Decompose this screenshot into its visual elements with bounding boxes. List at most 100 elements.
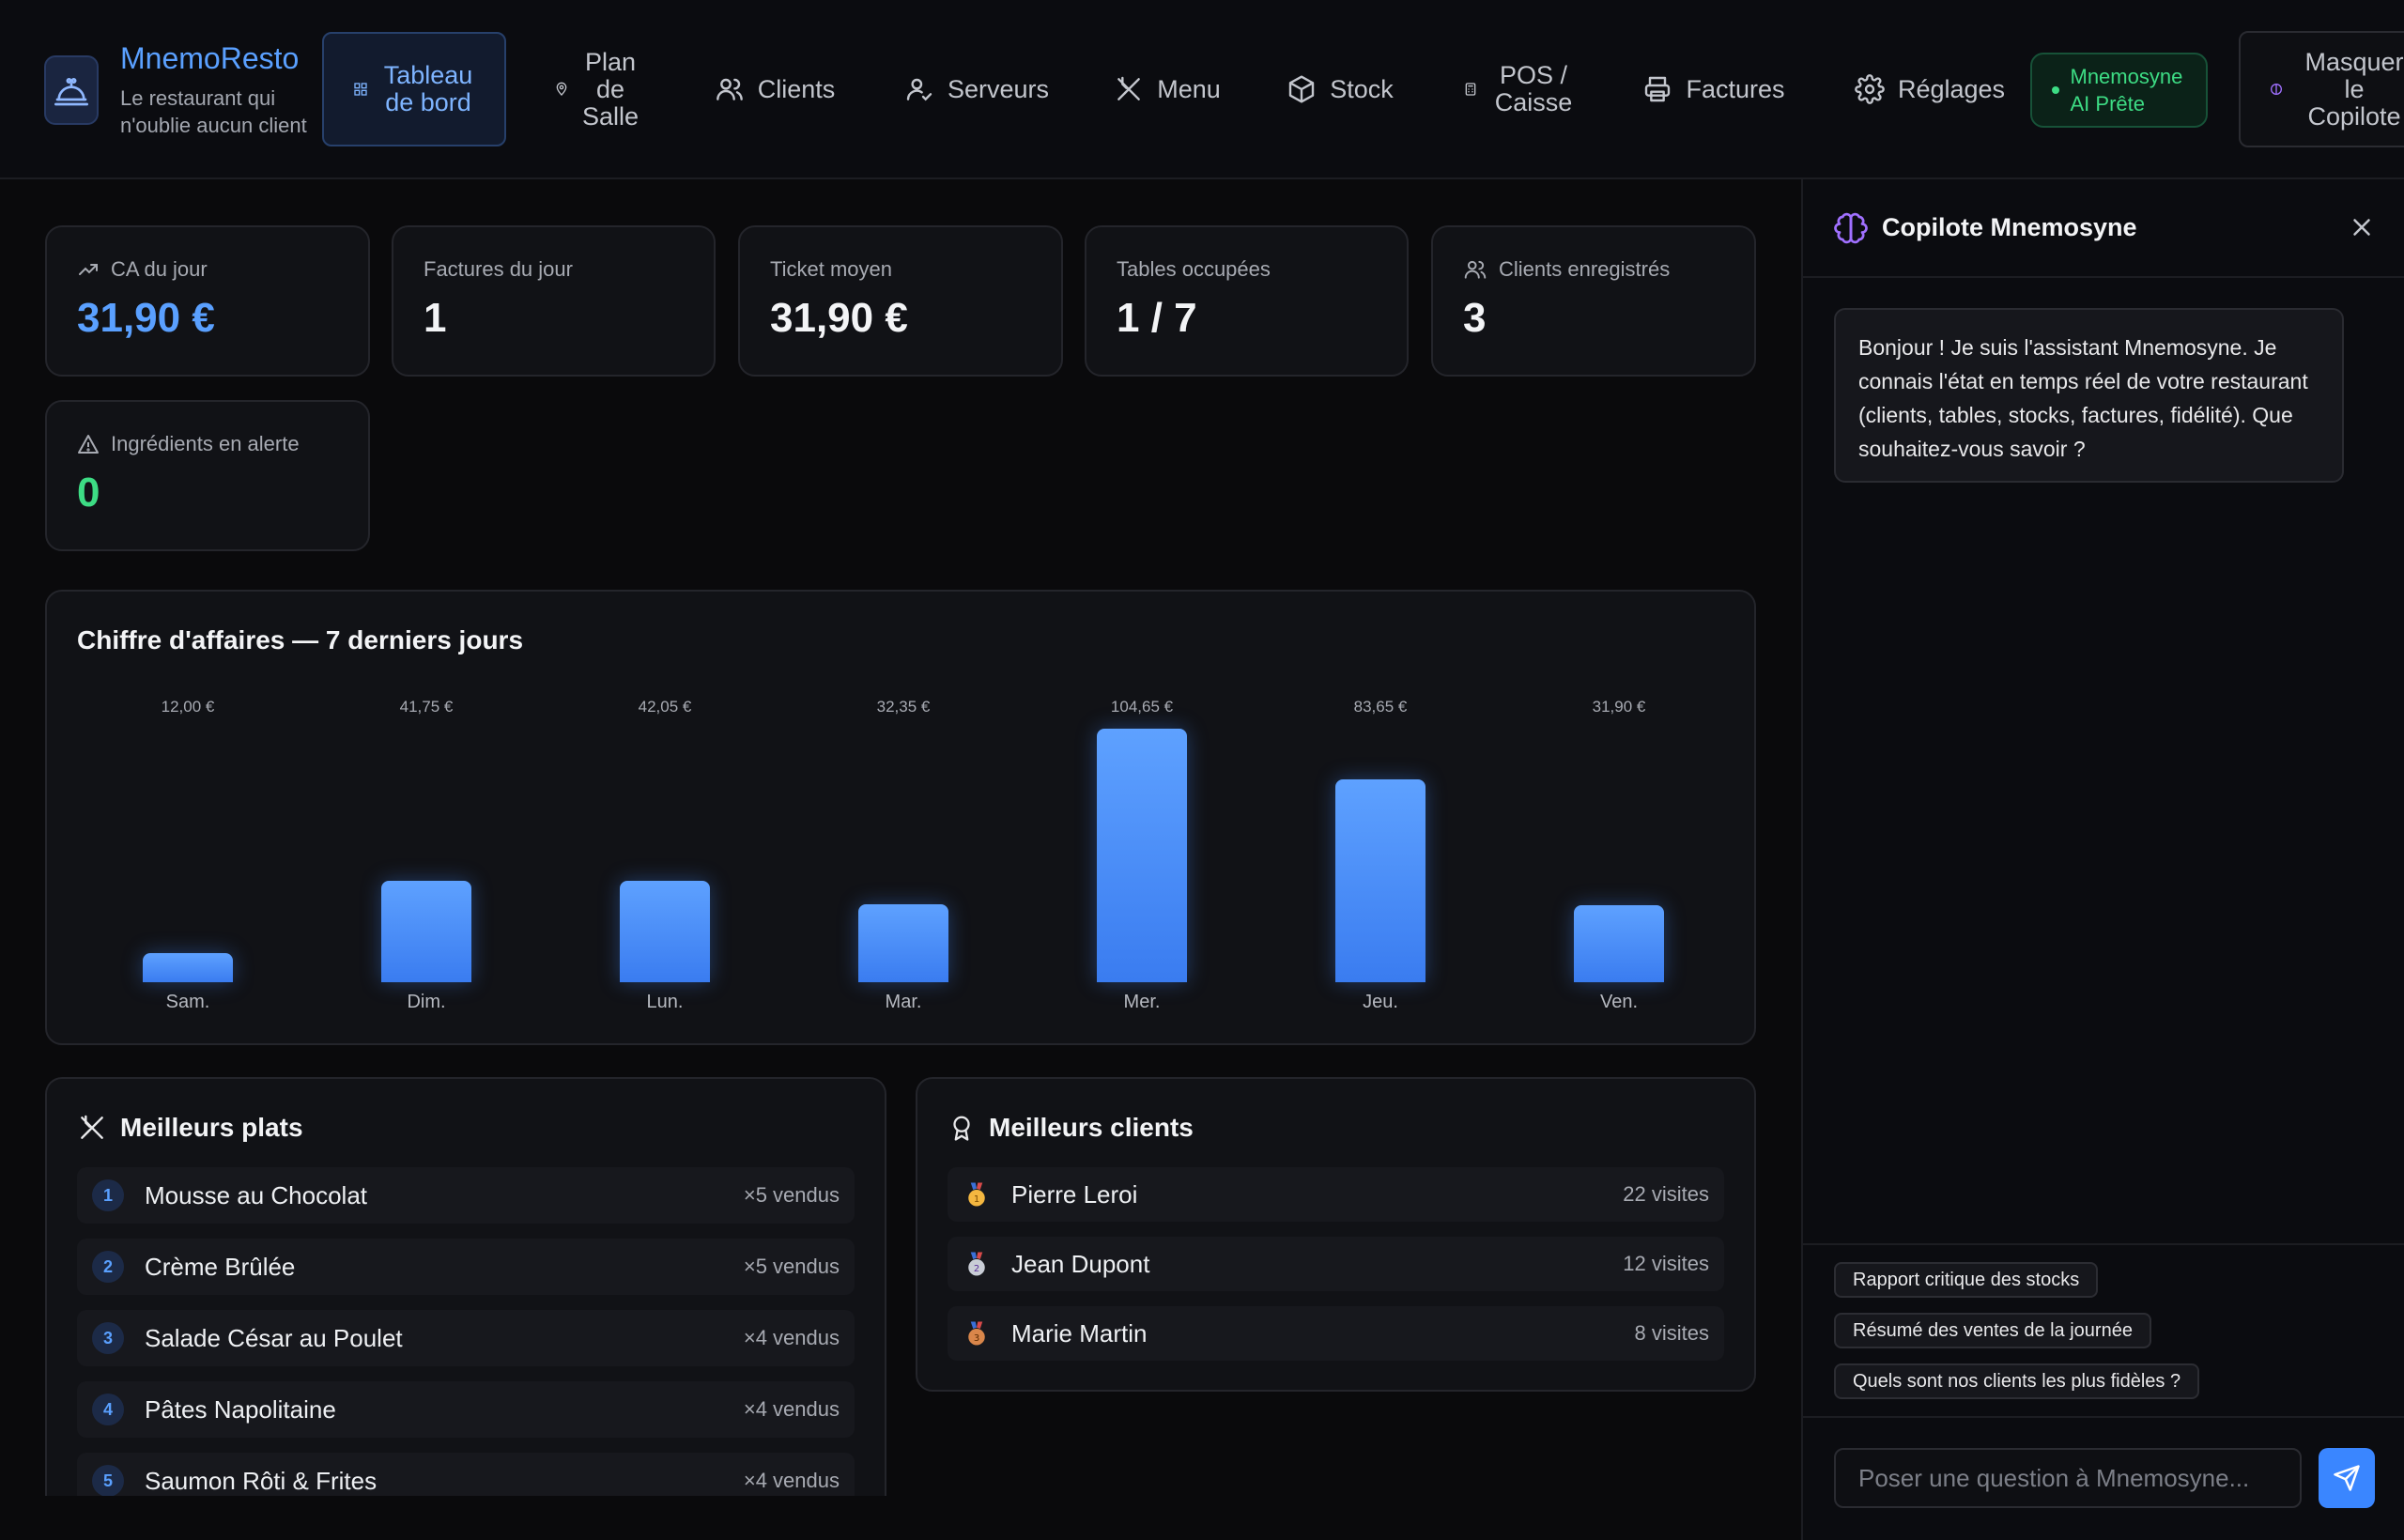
nav-label: Réglages <box>1897 74 2006 103</box>
chart-title: Chiffre d'affaires — 7 derniers jours <box>77 625 524 654</box>
rank-badge: 5 <box>92 1465 124 1496</box>
silver-medal-icon: 2 <box>968 1252 985 1276</box>
dish-row[interactable]: 1 Mousse au Chocolat ×5 vendus <box>77 1167 855 1224</box>
trending-up-icon <box>79 264 98 275</box>
stat-label-wrap: Ingrédients en alerte <box>77 432 300 456</box>
send-button[interactable] <box>2319 1448 2375 1508</box>
nav-label: Serveurs <box>947 74 1050 103</box>
stat-card-factures: Factures du jour 1 <box>392 225 716 377</box>
stat-label-wrap: Clients enregistrés <box>1463 257 1670 282</box>
stat-label-wrap: CA du jour <box>77 257 208 282</box>
nav-plan-de-salle[interactable]: Plan de Salle <box>535 32 657 146</box>
alert-triangle-icon <box>78 435 99 454</box>
gold-medal-icon: 1 <box>968 1182 985 1207</box>
grid-icon <box>354 83 367 96</box>
bar-category-label: Ven. <box>1599 992 1639 1012</box>
dish-sold: ×4 vendus <box>743 1397 840 1421</box>
chart-bar[interactable] <box>381 881 471 982</box>
dish-name: Salade César au Poulet <box>145 1323 403 1352</box>
rank-badge: 1 <box>92 1179 124 1211</box>
nav-menu[interactable]: Menu <box>1108 32 1226 146</box>
dish-sold: ×5 vendus <box>743 1183 840 1207</box>
suggestion-chip[interactable]: Quels sont nos clients les plus fidèles … <box>1834 1363 2200 1399</box>
nav-stock[interactable]: Stock <box>1282 32 1398 146</box>
nav-label: Menu <box>1157 74 1221 103</box>
dish-row[interactable]: 2 Crème Brûlée ×5 vendus <box>77 1239 855 1295</box>
bar-category-label: Jeu. <box>1363 992 1398 1012</box>
map-pin-icon <box>556 82 567 96</box>
client-row[interactable]: 2 Jean Dupont 12 visites <box>948 1237 1724 1291</box>
chart-bar[interactable] <box>1335 779 1425 982</box>
bronze-medal-icon: 3 <box>968 1321 985 1346</box>
dish-row[interactable]: 4 Pâtes Napolitaine ×4 vendus <box>77 1381 855 1438</box>
nav-tableau-de-bord[interactable]: Tableau de bord <box>322 32 506 146</box>
brand-subtitle: Le restaurant qui n'oublie aucun client <box>120 86 307 137</box>
bar-value-label: 32,35 € <box>876 698 931 716</box>
bar-value-label: 31,90 € <box>1592 698 1646 716</box>
nav-factures[interactable]: Factures <box>1643 32 1785 146</box>
client-name: Pierre Leroi <box>1011 1179 1138 1209</box>
dish-sold: ×4 vendus <box>743 1326 840 1349</box>
top-dishes-card: Meilleurs plats 1 Mousse au Chocolat ×5 … <box>45 1077 886 1496</box>
section-title: Meilleurs clients <box>989 1113 1194 1142</box>
bar-value-label: 104,65 € <box>1110 698 1174 716</box>
users-icon <box>1464 260 1487 279</box>
chart-bar[interactable] <box>1097 729 1187 982</box>
calculator-icon <box>1465 83 1476 96</box>
stat-label: Ingrédients en alerte <box>111 432 300 455</box>
bar-category-label: Sam. <box>165 992 210 1012</box>
ask-input[interactable] <box>1834 1448 2302 1508</box>
nav-serveurs[interactable]: Serveurs <box>897 32 1056 146</box>
chart-bar[interactable] <box>858 904 948 982</box>
stat-value: 31,90 € <box>770 295 908 341</box>
chart-bar[interactable] <box>143 953 233 982</box>
top-clients-card: Meilleurs clients 1 Pierre Leroi 22 visi… <box>916 1077 1756 1392</box>
bell-icon <box>54 78 88 106</box>
bar-value-label: 41,75 € <box>399 698 454 716</box>
svg-text:2: 2 <box>974 1264 979 1274</box>
rank-badge: 3 <box>92 1322 124 1354</box>
suggestion-chip[interactable]: Résumé des ventes de la journée <box>1834 1313 2151 1348</box>
suggestion-chip[interactable]: Rapport critique des stocks <box>1834 1262 2099 1298</box>
dish-row[interactable]: 3 Salade César au Poulet ×4 vendus <box>77 1310 855 1366</box>
nav-clients[interactable]: Clients <box>709 32 840 146</box>
utensils-icon <box>1117 76 1141 100</box>
bar-category-label: Mar. <box>885 992 922 1012</box>
close-icon[interactable] <box>2348 213 2376 241</box>
stat-card-ca-du-jour: CA du jour 31,90 € <box>45 225 370 377</box>
client-row[interactable]: 3 Marie Martin 8 visites <box>948 1306 1724 1361</box>
copilot-input-bar <box>1803 1416 2404 1540</box>
client-name: Jean Dupont <box>1011 1249 1150 1278</box>
toggle-copilot-button[interactable]: Masquer le Copilote <box>2239 31 2404 147</box>
nav-label: POS / Caisse <box>1494 61 1573 116</box>
nav-pos-caisse[interactable]: POS / Caisse <box>1454 32 1585 146</box>
bar-value-label: 12,00 € <box>161 698 215 716</box>
bar-category-label: Dim. <box>407 992 446 1012</box>
brain-icon <box>1834 212 1868 244</box>
stat-card-ticket-moyen: Ticket moyen 31,90 € <box>738 225 1063 377</box>
stat-label: Ticket moyen <box>770 257 893 281</box>
dish-sold: ×4 vendus <box>743 1469 840 1492</box>
ai-status-label: Mnemosyne AI Prête <box>2070 65 2183 116</box>
utensils-icon <box>81 1115 103 1139</box>
stat-value: 31,90 € <box>77 295 215 341</box>
stat-value: 1 / 7 <box>1117 295 1197 341</box>
suggestions: Rapport critique des stocks Résumé des v… <box>1803 1243 2404 1412</box>
award-icon <box>953 1116 970 1141</box>
stat-label: Tables occupées <box>1117 257 1271 281</box>
nav-reglages[interactable]: Réglages <box>1855 32 2005 146</box>
nav-label: Plan de Salle <box>582 47 640 131</box>
logo <box>44 55 99 125</box>
chart-bar[interactable] <box>1574 905 1664 982</box>
client-row[interactable]: 1 Pierre Leroi 22 visites <box>948 1167 1724 1222</box>
client-visits: 8 visites <box>1634 1321 1709 1345</box>
dish-name: Pâtes Napolitaine <box>145 1394 336 1424</box>
content-bottom-fade <box>0 1496 1801 1540</box>
copilot-header: Copilote Mnemosyne <box>1803 179 2404 278</box>
dish-row[interactable]: 5 Saumon Rôti & Frites ×4 vendus <box>77 1453 855 1496</box>
stat-card-ingredients-alerte: Ingrédients en alerte 0 <box>45 400 370 551</box>
section-title-wrap: Meilleurs plats <box>77 1113 303 1143</box>
nav-label: Stock <box>1330 74 1394 103</box>
nav-label: Tableau de bord <box>383 61 473 116</box>
chart-bar[interactable] <box>620 881 710 982</box>
